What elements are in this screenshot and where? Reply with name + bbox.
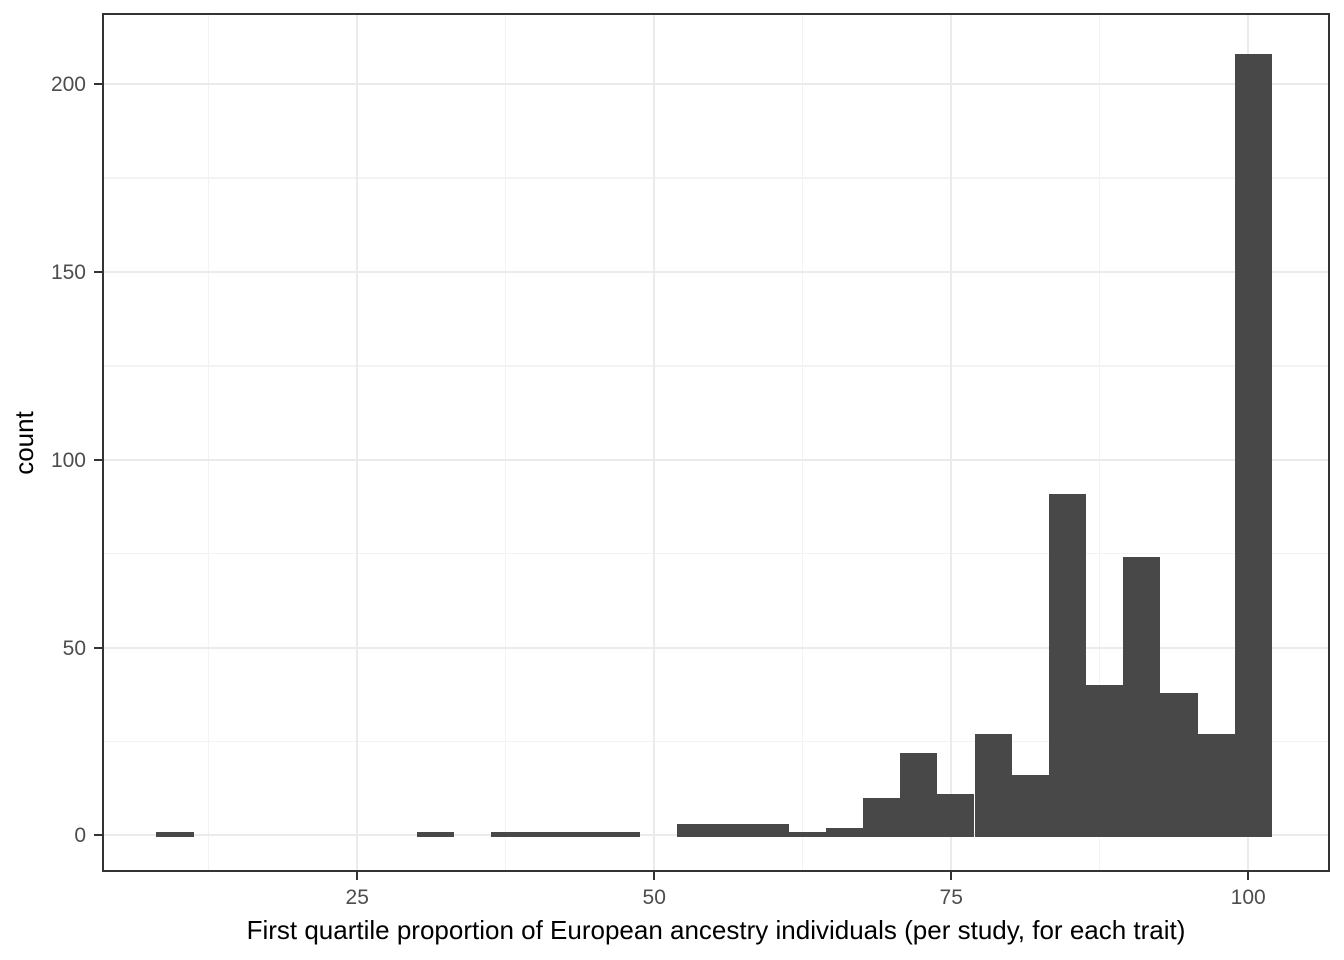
grid-minor-hline <box>103 552 1329 555</box>
x-tick-label: 25 <box>345 886 369 909</box>
histogram-bar <box>900 752 938 837</box>
x-axis-title: First quartile proportion of European an… <box>246 915 1186 945</box>
grid-minor-hline <box>103 177 1329 179</box>
histogram-bar <box>528 831 566 837</box>
y-axis-tick-mark <box>94 271 102 273</box>
histogram-bar <box>491 831 529 837</box>
histogram-bar <box>937 794 975 837</box>
histogram-bar <box>825 827 863 837</box>
histogram-bar <box>1197 733 1235 837</box>
y-tick-label: 50 <box>62 636 86 660</box>
x-axis-tick-mark <box>1247 872 1250 880</box>
histogram-bar <box>1234 54 1272 837</box>
grid-major-vline <box>653 14 656 871</box>
y-tick-label: 200 <box>50 73 86 97</box>
grid-major-hline <box>103 83 1329 86</box>
histogram-bar <box>974 733 1012 837</box>
histogram-bar <box>416 831 454 837</box>
x-tick-label: 50 <box>642 886 666 909</box>
histogram-bar <box>788 831 826 837</box>
y-axis-tick-mark <box>94 646 102 649</box>
plot-panel <box>103 14 1329 871</box>
x-tick-label: 100 <box>1230 886 1266 909</box>
y-tick-label: 0 <box>74 824 86 848</box>
y-tick-label: 150 <box>50 261 86 284</box>
x-axis-tick-mark <box>950 872 953 880</box>
x-axis-tick-mark <box>653 872 656 880</box>
grid-major-vline <box>950 14 953 871</box>
grid-major-hline <box>103 458 1329 461</box>
grid-minor-hline <box>103 740 1329 743</box>
histogram-bar <box>602 831 640 837</box>
histogram-bar <box>1011 775 1049 837</box>
x-axis-tick-mark <box>356 872 359 880</box>
y-tick-label: 100 <box>50 448 86 472</box>
histogram-bar <box>565 831 603 837</box>
histogram-bar <box>1048 493 1087 837</box>
grid-minor-vline <box>801 14 804 871</box>
grid-minor-vline <box>207 14 210 871</box>
y-axis-tick-mark <box>94 834 102 837</box>
grid-major-vline <box>356 14 359 871</box>
histogram-bar <box>751 824 789 837</box>
y-axis-tick-mark <box>94 458 102 461</box>
grid-minor-vline <box>504 14 507 871</box>
histogram-bar <box>862 797 901 837</box>
grid-major-hline <box>103 646 1329 649</box>
y-axis-title: count <box>9 410 39 475</box>
histogram-bar <box>156 831 194 837</box>
grid-minor-hline <box>103 365 1329 367</box>
y-axis-tick-mark <box>94 83 102 86</box>
histogram-bar <box>677 824 715 837</box>
histogram-bar <box>714 824 752 837</box>
grid-minor-vline <box>1098 14 1101 871</box>
histogram-bar <box>1160 692 1198 837</box>
histogram-bar <box>1123 557 1161 837</box>
x-tick-label: 75 <box>939 886 963 909</box>
histogram-bar <box>1086 685 1124 837</box>
grid-major-hline <box>103 271 1329 273</box>
